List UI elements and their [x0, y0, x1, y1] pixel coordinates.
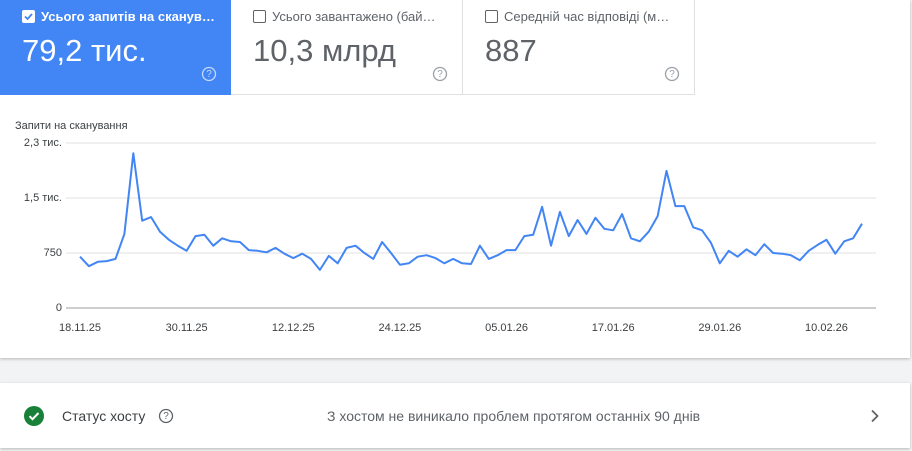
- x-tick-label: 05.01.26: [485, 322, 528, 334]
- x-tick-label: 24.12.25: [378, 322, 421, 334]
- card-value: 887: [485, 33, 537, 68]
- status-message: З хостом не виникало проблем протягом ос…: [327, 408, 701, 424]
- y-tick-label: 0: [56, 302, 62, 314]
- host-status[interactable]: Статус хосту ? З хостом не виникало проб…: [0, 383, 910, 448]
- metric-card[interactable]: Усього завантажено (бай… 10,3 млрд ?: [231, 0, 463, 95]
- metric-card[interactable]: Усього запитів на сканув… 79,2 тис. ?: [0, 0, 231, 95]
- svg-text:?: ?: [206, 69, 212, 80]
- checkbox[interactable]: [485, 10, 498, 23]
- help-icon[interactable]: ?: [201, 66, 217, 82]
- card-value: 79,2 тис.: [22, 33, 147, 68]
- y-tick-label: 2,3 тис.: [24, 137, 62, 149]
- x-tick-label: 10.02.26: [805, 322, 848, 334]
- card-label: Середній час відповіді (м…: [504, 9, 670, 24]
- card-value: 10,3 млрд: [253, 33, 396, 68]
- svg-text:?: ?: [437, 69, 443, 80]
- x-tick-label: 12.12.25: [272, 322, 315, 334]
- svg-text:?: ?: [669, 69, 675, 80]
- status-title: Статус хосту: [62, 408, 146, 424]
- card-label: Усього запитів на сканув…: [41, 9, 215, 24]
- x-tick-label: 30.11.25: [166, 322, 208, 334]
- series-line: [79, 152, 863, 271]
- card-label: Усього завантажено (бай…: [272, 9, 436, 24]
- svg-text:?: ?: [163, 411, 169, 422]
- help-icon[interactable]: ?: [664, 66, 680, 82]
- chart-title: Запити на сканування: [15, 120, 128, 132]
- help-icon[interactable]: ?: [158, 408, 174, 424]
- y-tick-label: 750: [44, 247, 62, 259]
- checkbox[interactable]: [253, 10, 266, 23]
- metric-card[interactable]: Середній час відповіді (м… 887 ?: [463, 0, 695, 95]
- x-tick-label: 17.01.26: [592, 322, 635, 334]
- x-tick-label: 29.01.26: [698, 322, 741, 334]
- chart-panel: Усього запитів на сканув… 79,2 тис. ? Ус…: [0, 0, 910, 358]
- x-tick-label: 18.11.25: [59, 322, 101, 334]
- chevron[interactable]: [869, 409, 881, 423]
- y-tick-label: 1,5 тис.: [24, 192, 62, 204]
- help-icon[interactable]: ?: [432, 66, 448, 82]
- checkbox[interactable]: [22, 10, 35, 23]
- status-icon: [24, 406, 44, 426]
